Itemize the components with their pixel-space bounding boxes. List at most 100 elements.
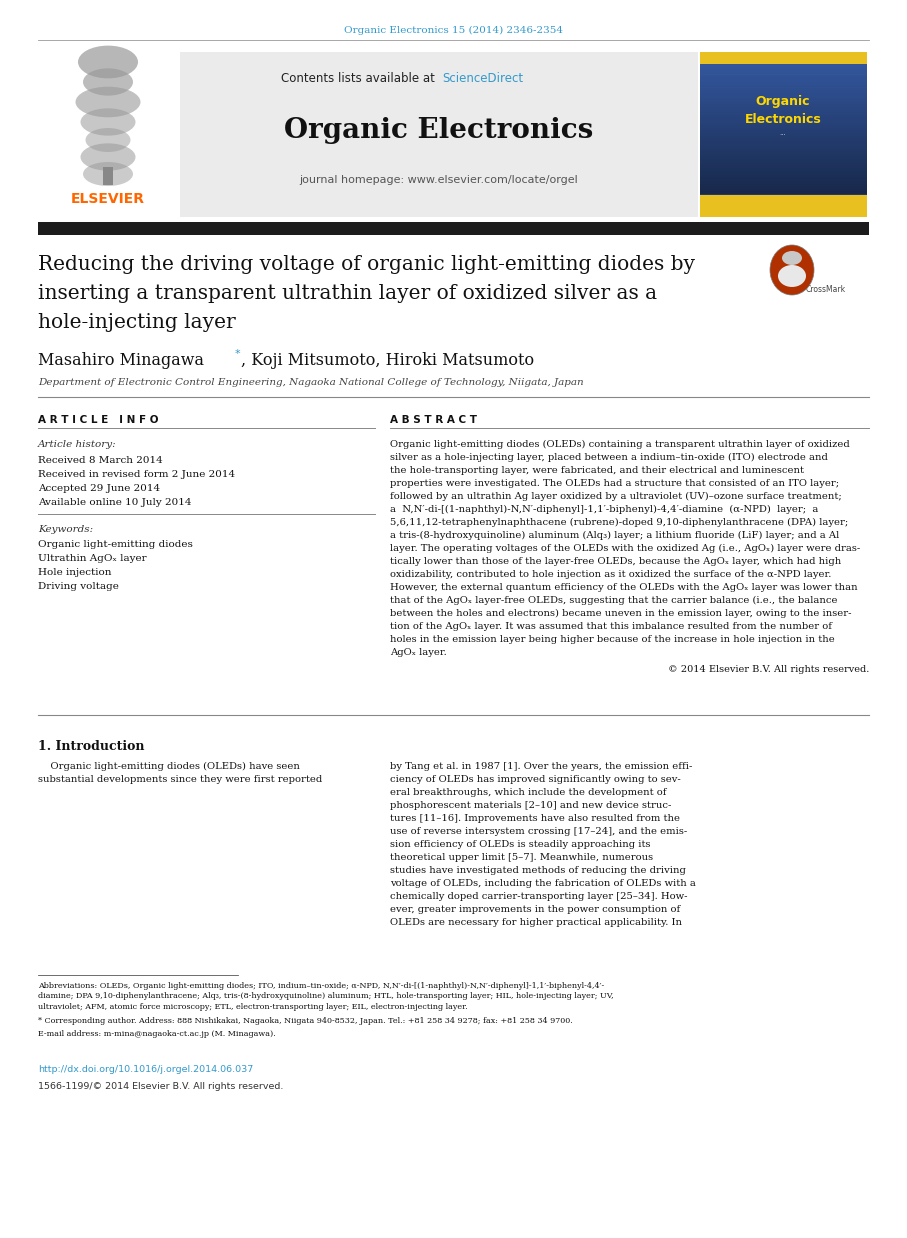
Text: http://dx.doi.org/10.1016/j.orgel.2014.06.037: http://dx.doi.org/10.1016/j.orgel.2014.0… (38, 1065, 253, 1075)
Text: Department of Electronic Control Engineering, Nagaoka National College of Techno: Department of Electronic Control Enginee… (38, 378, 583, 387)
Text: Electronics: Electronics (745, 113, 822, 126)
Text: silver as a hole-injecting layer, placed between a indium–tin-oxide (ITO) electr: silver as a hole-injecting layer, placed… (390, 453, 828, 462)
Bar (700, 64, 867, 66)
Bar (700, 180, 867, 181)
Bar (700, 69, 867, 71)
Bar (700, 92, 867, 93)
Text: oxidizability, contributed to hole injection as it oxidized the surface of the α: oxidizability, contributed to hole injec… (390, 569, 832, 579)
Text: layer. The operating voltages of the OLEDs with the oxidized Ag (i.e., AgOₓ) lay: layer. The operating voltages of the OLE… (390, 543, 860, 553)
Ellipse shape (78, 46, 138, 78)
Text: holes in the emission layer being higher because of the increase in hole injecti: holes in the emission layer being higher… (390, 635, 834, 644)
Bar (700, 109, 867, 111)
Bar (700, 184, 867, 186)
Text: followed by an ultrathin Ag layer oxidized by a ultraviolet (UV)–ozone surface t: followed by an ultrathin Ag layer oxidiz… (390, 491, 842, 501)
Text: inserting a transparent ultrathin layer of oxidized silver as a: inserting a transparent ultrathin layer … (38, 284, 658, 303)
Bar (700, 84, 867, 87)
Bar (700, 167, 867, 168)
Bar (700, 72, 867, 73)
Bar (700, 144, 867, 145)
Text: Contents lists available at: Contents lists available at (281, 72, 439, 85)
Text: *: * (235, 349, 240, 359)
Bar (700, 140, 867, 141)
Text: 1. Introduction: 1. Introduction (38, 740, 144, 753)
Bar (700, 139, 867, 140)
Bar (700, 73, 867, 74)
Ellipse shape (83, 162, 133, 186)
Text: voltage of OLEDs, including the fabrication of OLEDs with a: voltage of OLEDs, including the fabricat… (390, 879, 696, 888)
Text: hole-injecting layer: hole-injecting layer (38, 313, 236, 332)
Bar (700, 79, 867, 80)
Bar (700, 102, 867, 103)
Bar (700, 192, 867, 193)
Text: between the holes and electrons) became uneven in the emission layer, owing to t: between the holes and electrons) became … (390, 609, 852, 618)
Text: tures [11–16]. Improvements have also resulted from the: tures [11–16]. Improvements have also re… (390, 815, 680, 823)
Bar (700, 183, 867, 184)
Bar (700, 129, 867, 130)
Text: * Corresponding author. Address: 888 Nishikakai, Nagaoka, Niigata 940-8532, Japa: * Corresponding author. Address: 888 Nis… (38, 1016, 572, 1025)
Text: CrossMark: CrossMark (806, 285, 846, 293)
Bar (700, 125, 867, 126)
Bar (700, 68, 867, 69)
Bar (700, 52, 867, 64)
Text: eral breakthroughs, which include the development of: eral breakthroughs, which include the de… (390, 789, 667, 797)
Bar (700, 163, 867, 165)
Bar (700, 99, 867, 100)
Bar (700, 121, 867, 123)
Text: Organic Electronics: Organic Electronics (285, 118, 593, 144)
Ellipse shape (75, 87, 141, 118)
Text: that of the AgOₓ layer-free OLEDs, suggesting that the carrier balance (i.e., th: that of the AgOₓ layer-free OLEDs, sugge… (390, 595, 837, 605)
Ellipse shape (85, 128, 131, 152)
Bar (700, 154, 867, 155)
Bar (700, 114, 867, 115)
Bar (700, 103, 867, 104)
Bar (700, 150, 867, 151)
Bar (700, 181, 867, 182)
Bar (700, 187, 867, 189)
Bar (700, 196, 867, 217)
Bar (0, 42, 907, 225)
Bar (700, 155, 867, 156)
Bar (700, 193, 867, 194)
Ellipse shape (770, 245, 814, 295)
Text: studies have investigated methods of reducing the driving: studies have investigated methods of red… (390, 867, 686, 875)
Bar (700, 158, 867, 160)
Text: Received 8 March 2014: Received 8 March 2014 (38, 456, 162, 465)
Bar (38, 52, 178, 202)
Ellipse shape (81, 109, 135, 136)
Bar (700, 100, 867, 102)
Text: tically lower than those of the layer-free OLEDs, because the AgOₓ layer, which : tically lower than those of the layer-fr… (390, 557, 842, 566)
Bar (700, 90, 867, 92)
Bar (700, 151, 867, 152)
Bar (700, 132, 867, 134)
Text: ever, greater improvements in the power consumption of: ever, greater improvements in the power … (390, 905, 680, 914)
Bar (700, 173, 867, 175)
Bar (700, 141, 867, 142)
Text: , Koji Mitsumoto, Hiroki Matsumoto: , Koji Mitsumoto, Hiroki Matsumoto (241, 352, 534, 369)
Bar (700, 88, 867, 89)
Text: OLEDs are necessary for higher practical applicability. In: OLEDs are necessary for higher practical… (390, 919, 682, 927)
Bar (700, 168, 867, 170)
Text: a  N,N′-di-[(1-naphthyl)-N,N′-diphenyl]-1,1′-biphenyl)-4,4′-diamine  (α-NPD)  la: a N,N′-di-[(1-naphthyl)-N,N′-diphenyl]-1… (390, 505, 818, 514)
Bar (700, 80, 867, 82)
Bar (180, 52, 698, 217)
Bar (38, 222, 869, 235)
Bar (700, 172, 867, 173)
Text: ELSEVIER: ELSEVIER (71, 192, 145, 206)
Bar (700, 130, 867, 131)
Text: use of reverse intersystem crossing [17–24], and the emis-: use of reverse intersystem crossing [17–… (390, 827, 688, 836)
Text: Organic Electronics 15 (2014) 2346-2354: Organic Electronics 15 (2014) 2346-2354 (344, 26, 563, 35)
Bar (700, 161, 867, 163)
Text: Reducing the driving voltage of organic light-emitting diodes by: Reducing the driving voltage of organic … (38, 255, 695, 274)
Bar (700, 120, 867, 121)
Bar (700, 94, 867, 95)
Bar (103, 167, 113, 184)
Bar (700, 145, 867, 146)
Text: Article history:: Article history: (38, 439, 117, 449)
Text: A R T I C L E   I N F O: A R T I C L E I N F O (38, 415, 159, 425)
Bar (700, 98, 867, 99)
Bar (700, 191, 867, 192)
Bar (700, 128, 867, 129)
Bar (700, 189, 867, 191)
Text: Keywords:: Keywords: (38, 525, 93, 534)
Text: However, the external quantum efficiency of the OLEDs with the AgOₓ layer was lo: However, the external quantum efficiency… (390, 583, 858, 592)
